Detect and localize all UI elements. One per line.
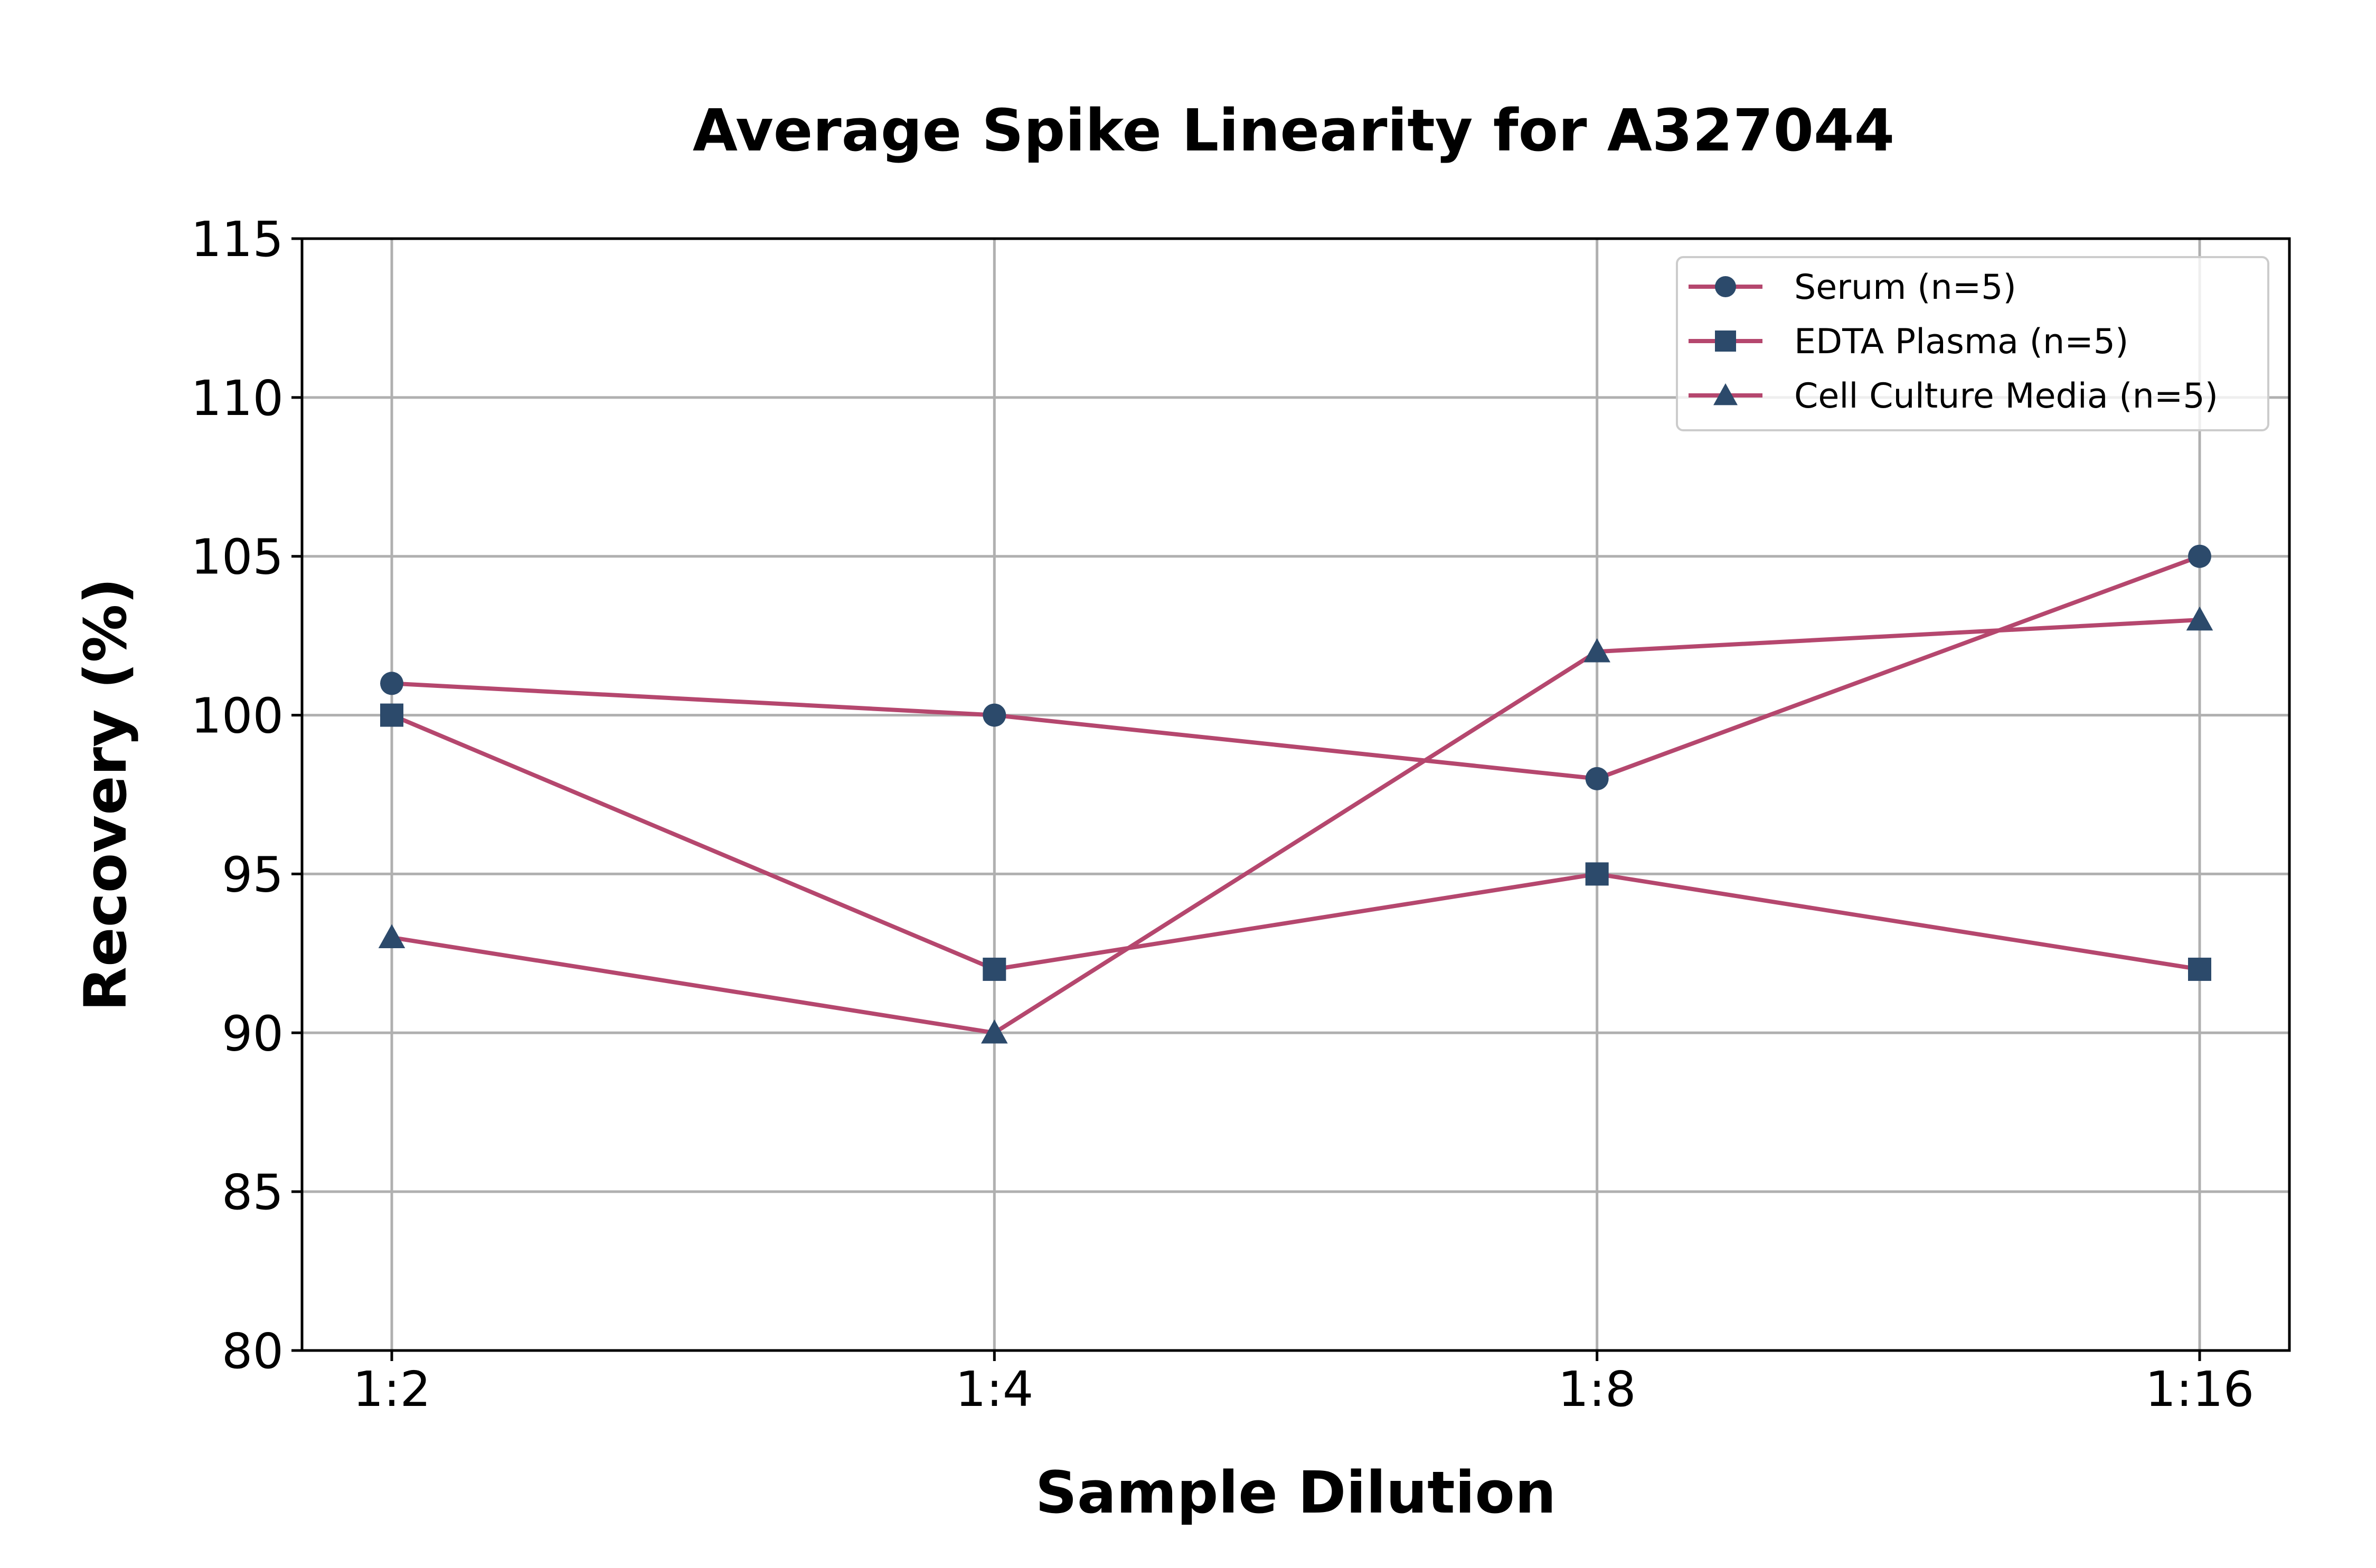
plot-frame	[300, 237, 2291, 1352]
y-tick-label: 105	[191, 529, 284, 585]
y-tick-label: 90	[222, 1005, 284, 1062]
x-tick-label: 1:8	[1558, 1361, 1636, 1418]
data-point	[2188, 544, 2211, 568]
axis-ticks: 1:2 1:4 1:8 1:16 80 85 90 95 100 105 110 115	[191, 211, 2254, 1418]
data-point	[2186, 606, 2213, 631]
data-point	[1583, 638, 1610, 663]
data-point	[981, 1019, 1008, 1044]
legend-marker	[1715, 276, 1736, 297]
legend-marker	[1713, 383, 1738, 405]
x-tick-label: 1:16	[2145, 1361, 2255, 1418]
data-point	[983, 957, 1006, 981]
y-tick-label: 85	[222, 1164, 284, 1221]
series-square	[380, 703, 2211, 981]
data-point	[2188, 957, 2211, 981]
legend-entry: EDTA Plasma (n=5)	[1689, 322, 2128, 362]
y-tick-label: 115	[191, 211, 284, 268]
series-circle	[380, 544, 2211, 790]
x-axis-label: Sample Dilution	[1035, 1459, 1557, 1526]
data-point	[380, 703, 403, 727]
y-tick-label: 100	[191, 688, 284, 744]
series-layer	[378, 544, 2213, 1044]
data-point	[378, 924, 406, 949]
series-triangle	[378, 606, 2213, 1044]
y-tick-label: 110	[191, 370, 284, 427]
legend: Serum (n=5) EDTA Plasma (n=5) Cell Culture…	[1676, 256, 2269, 431]
legend-label: Serum (n=5)	[1794, 268, 2016, 307]
chart-title: Average Spike Linearity for A327044	[693, 97, 1894, 164]
data-point	[1585, 862, 1609, 886]
legend-entry: Serum (n=5)	[1689, 268, 2016, 307]
series-line	[391, 618, 2200, 1035]
y-axis-label: Recovery (%)	[72, 578, 139, 1011]
data-point	[983, 703, 1006, 727]
legend-entry: Cell Culture Media (n=5)	[1689, 376, 2218, 416]
series-line	[391, 713, 2200, 971]
legend-box	[1676, 256, 2269, 431]
legend-label: EDTA Plasma (n=5)	[1794, 322, 2128, 362]
x-tick-label: 1:4	[955, 1361, 1033, 1418]
x-tick-label: 1:2	[353, 1361, 431, 1418]
legend-label: Cell Culture Media (n=5)	[1794, 376, 2218, 416]
data-point	[380, 672, 403, 695]
y-tick-label: 80	[222, 1323, 284, 1380]
data-point	[1585, 767, 1609, 790]
series-line	[391, 554, 2201, 781]
y-tick-label: 95	[222, 846, 284, 903]
legend-marker	[1715, 330, 1736, 352]
